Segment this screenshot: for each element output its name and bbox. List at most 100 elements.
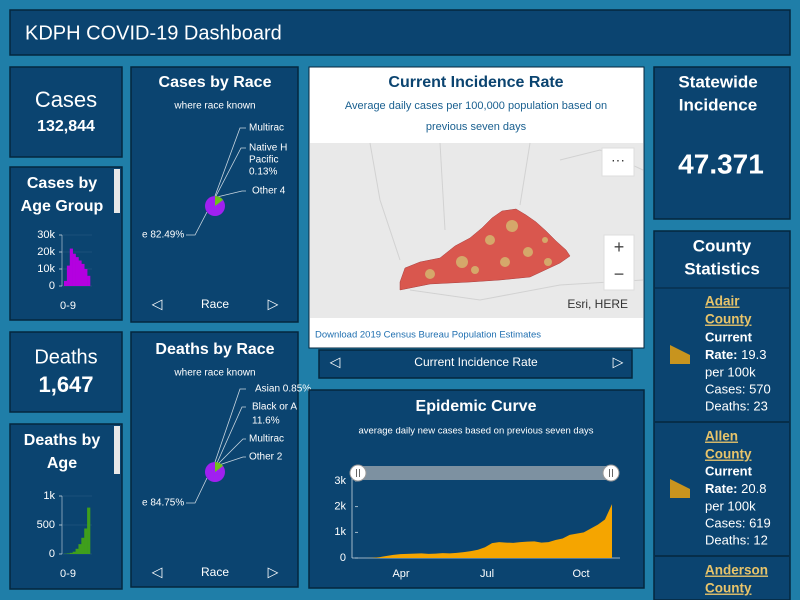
zoom-control <box>603 234 635 291</box>
county-panel <box>653 230 791 600</box>
county-name[interactable]: County <box>705 581 752 596</box>
bar <box>87 507 91 554</box>
bar <box>75 257 79 286</box>
deaths-age-panel <box>9 423 123 590</box>
panel-subtitle: where race known <box>173 101 255 112</box>
bar <box>81 263 85 286</box>
x-label: 0-9 <box>60 568 76 580</box>
statewide-value: 47.371 <box>678 148 764 179</box>
prev-arrow[interactable]: ◁ <box>330 354 341 370</box>
map-menu: ··· <box>611 152 625 168</box>
pie-label: 0.13% <box>249 167 277 178</box>
kentucky <box>399 208 571 291</box>
next-arrow[interactable]: ▷ <box>268 296 279 312</box>
map-menu-button[interactable] <box>601 147 635 177</box>
header-bar <box>9 9 791 56</box>
pie-label: Other 4 <box>252 186 286 197</box>
statewide-panel <box>653 66 791 220</box>
cases-value: 132,844 <box>37 118 95 135</box>
bar <box>84 528 88 554</box>
county-cases: Cases: 619 <box>705 515 771 530</box>
cases-panel <box>9 66 123 158</box>
slider-handle[interactable] <box>602 464 620 482</box>
county-icon <box>670 479 690 498</box>
y-tick-label: 2k <box>334 501 346 513</box>
deaths-label: Deaths <box>34 346 97 368</box>
y-tick-label: 3k <box>334 475 346 487</box>
rate-line: Rate: 20.8 <box>705 481 766 496</box>
bar <box>72 253 76 286</box>
slider-handle[interactable] <box>349 464 367 482</box>
rate-value: 20.8 <box>741 481 766 496</box>
scrollbar[interactable] <box>114 426 120 474</box>
rate-unit: per 100k <box>705 364 756 379</box>
bar <box>87 275 91 286</box>
pie-slice <box>215 196 223 206</box>
nav-label: Race <box>201 565 229 579</box>
rate-unit: per 100k <box>705 498 756 513</box>
zoom-in[interactable]: + <box>614 237 625 257</box>
county-name[interactable]: Allen <box>705 429 738 444</box>
map-subtitle: Average daily cases per 100,000 populati… <box>345 100 607 112</box>
next-arrow[interactable]: ▷ <box>268 564 279 580</box>
bar <box>69 552 73 554</box>
bar <box>81 537 85 554</box>
county-name[interactable]: Adair <box>705 294 740 309</box>
rate-label: Rate: <box>705 481 738 496</box>
y-tick-label: 20k <box>37 246 55 258</box>
panel-title: Statistics <box>684 259 760 278</box>
y-tick-label: 30k <box>37 229 55 241</box>
pie-label: Multirac <box>249 123 284 134</box>
y-tick-label: 10k <box>37 263 55 275</box>
panel-subtitle: where race known <box>173 368 255 379</box>
bar <box>72 551 76 554</box>
zoom-out[interactable]: − <box>614 264 625 284</box>
y-tick-label: 1k <box>334 526 346 538</box>
download-link[interactable]: Download 2019 Census Bureau Population E… <box>315 330 541 341</box>
panel-title: County <box>693 236 752 255</box>
rate-line: Rate: 19.3 <box>705 347 766 362</box>
y-tick-label: 0 <box>340 552 346 564</box>
bar <box>78 260 82 286</box>
bar <box>84 269 88 286</box>
x-label: 0-9 <box>60 300 76 312</box>
bar <box>66 553 71 554</box>
next-arrow[interactable]: ▷ <box>613 354 624 370</box>
deaths-race-panel <box>130 331 299 588</box>
panel-title: Statewide <box>678 72 757 91</box>
county-name[interactable]: County <box>705 447 752 462</box>
county-name[interactable]: County <box>705 312 752 327</box>
panel-title: Age Group <box>21 198 104 215</box>
attribution: Esri, HERE <box>567 297 628 311</box>
leader-lines <box>186 127 246 236</box>
panel-subtitle: average daily new cases based on previou… <box>358 426 593 437</box>
x-tick-label: Jul <box>480 568 494 580</box>
prev-arrow[interactable]: ◁ <box>152 564 163 580</box>
cases-race-panel <box>130 66 299 323</box>
pie-label: Black or A <box>252 402 297 413</box>
county-name[interactable]: Anderson <box>705 563 768 578</box>
scrollbar[interactable] <box>114 169 120 213</box>
map-title: Current Incidence Rate <box>388 74 563 91</box>
bar <box>75 548 79 554</box>
panel-title: Deaths by <box>24 432 101 449</box>
prev-arrow[interactable]: ◁ <box>152 296 163 312</box>
nav-label: Race <box>201 297 229 311</box>
epidemic-area <box>358 504 612 558</box>
rate-heading: Current <box>705 329 753 344</box>
pie-label: Multirac <box>249 434 284 445</box>
panel-title: Age <box>47 455 77 472</box>
rate-heading: Current <box>705 463 753 478</box>
panel-title: Deaths by Race <box>155 341 274 358</box>
map-area[interactable] <box>310 143 643 318</box>
cases-label: Cases <box>35 87 97 112</box>
county-deaths: Deaths: 23 <box>705 398 768 413</box>
pie-slice <box>215 462 223 472</box>
pie-label: Pacific <box>249 155 278 166</box>
deaths-value: 1,647 <box>38 372 93 397</box>
panel-title: Incidence <box>679 95 757 114</box>
panel-title: Cases by <box>27 175 97 192</box>
rate-value: 19.3 <box>741 347 766 362</box>
